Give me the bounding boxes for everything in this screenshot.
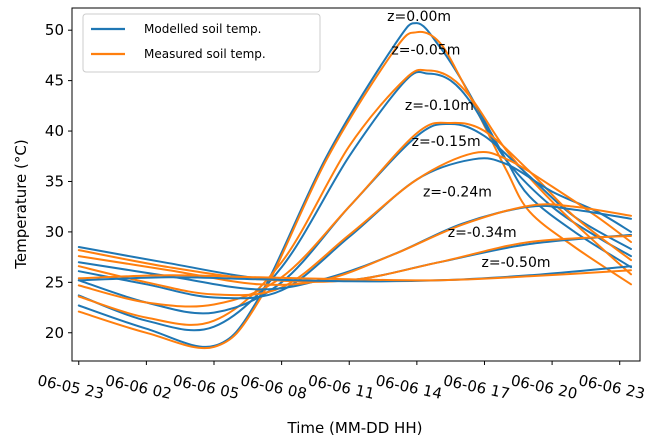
measured-temperature-line-5 bbox=[77, 203, 632, 286]
modelled-temperature-line-3 bbox=[77, 122, 632, 315]
x-tick-label: 06-06 23 bbox=[577, 371, 647, 403]
measured-temperature-line-3 bbox=[77, 121, 632, 308]
depth-label: z=0.00m bbox=[387, 9, 451, 25]
depth-label: z=-0.50m bbox=[482, 255, 551, 271]
plot-frame bbox=[71, 7, 641, 362]
measured-temperature-line-2 bbox=[77, 68, 632, 326]
x-tick-label: 06-05 23 bbox=[36, 371, 106, 403]
depth-labels-layer: z=0.00m z=-0.05m z=-0.10m z=-0.15m z=-0.24m z… bbox=[387, 9, 550, 271]
depth-label: z=-0.24m bbox=[423, 185, 492, 201]
depth-label: z=-0.10m bbox=[405, 98, 474, 114]
legend-label-measured: Measured soil temp. bbox=[144, 47, 266, 61]
depth-label: z=-0.34m bbox=[448, 225, 517, 241]
x-axis-title: Time (MM-DD HH) bbox=[287, 419, 423, 437]
x-tick-label: 06-06 11 bbox=[306, 371, 376, 403]
modelled-temperature-line-2 bbox=[77, 70, 632, 332]
legend: Modelled soil temp. Measured soil temp. bbox=[82, 13, 321, 73]
x-tick-label: 06-06 20 bbox=[509, 371, 579, 403]
legend-label-modelled: Modelled soil temp. bbox=[144, 22, 261, 36]
series-layer bbox=[77, 22, 632, 350]
y-tick-label: 35 bbox=[45, 172, 64, 190]
y-axis-title: Temperature (°C) bbox=[12, 139, 30, 269]
measured-temperature-line-7 bbox=[77, 269, 632, 282]
x-tick-label: 06-06 05 bbox=[171, 371, 241, 403]
depth-label: z=-0.05m bbox=[391, 42, 460, 58]
y-tick-label: 30 bbox=[45, 223, 64, 241]
measured-temperature-line-1 bbox=[77, 30, 632, 350]
x-tick-label: 06-06 17 bbox=[442, 371, 512, 403]
x-tick-label: 06-06 14 bbox=[374, 371, 444, 403]
y-tick-label: 20 bbox=[45, 324, 64, 342]
y-tick-label: 40 bbox=[45, 122, 64, 140]
legend-box bbox=[82, 13, 321, 73]
x-tick-label: 06-06 02 bbox=[104, 371, 174, 403]
y-tick-label: 45 bbox=[45, 72, 64, 90]
measured-temperature-line-4 bbox=[77, 150, 632, 297]
depth-label: z=-0.15m bbox=[412, 134, 481, 150]
x-tick-label: 06-06 08 bbox=[239, 371, 309, 403]
y-tick-label: 25 bbox=[45, 273, 64, 291]
y-tick-label: 50 bbox=[45, 21, 64, 39]
